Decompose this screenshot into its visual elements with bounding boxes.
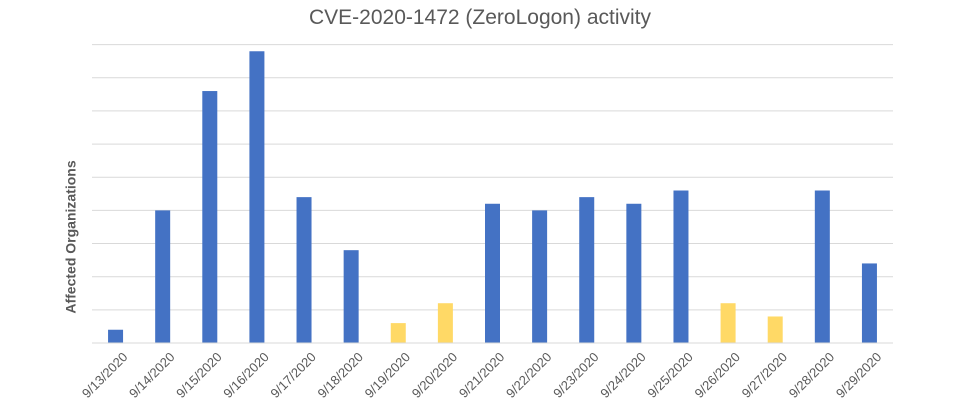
x-tick-label: 9/15/2020: [173, 349, 225, 401]
x-tick-label: 9/25/2020: [644, 349, 696, 401]
bar-9-14-2020: [155, 210, 171, 343]
bar-9-13-2020: [108, 329, 124, 343]
x-tick-label: 9/18/2020: [315, 349, 367, 401]
x-tick-label: 9/24/2020: [597, 349, 649, 401]
x-tick-label: 9/28/2020: [786, 349, 838, 401]
bar-9-20-2020: [437, 303, 453, 343]
x-tick-label: 9/21/2020: [456, 349, 508, 401]
x-tick-label: 9/14/2020: [126, 349, 178, 401]
bar-9-22-2020: [532, 210, 548, 343]
bar-9-23-2020: [579, 197, 595, 343]
bar-9-25-2020: [673, 190, 689, 343]
x-tick-label: 9/22/2020: [503, 349, 555, 401]
x-tick-label: 9/26/2020: [691, 349, 743, 401]
x-tick-label: 9/23/2020: [550, 349, 602, 401]
bars: [108, 51, 877, 344]
x-tick-labels: 9/13/20209/14/20209/15/20209/16/20209/17…: [79, 349, 884, 401]
bar-9-29-2020: [861, 263, 877, 343]
bar-9-26-2020: [720, 303, 736, 343]
x-tick-label: 9/17/2020: [267, 349, 319, 401]
bar-9-17-2020: [296, 197, 312, 343]
x-tick-label: 9/29/2020: [833, 349, 885, 401]
x-tick-label: 9/27/2020: [739, 349, 791, 401]
x-tick-label: 9/19/2020: [362, 349, 414, 401]
chart-title: CVE-2020-1472 (ZeroLogon) activity: [308, 6, 651, 29]
bar-9-24-2020: [626, 203, 642, 343]
bar-9-16-2020: [249, 51, 265, 344]
x-tick-label: 9/13/2020: [79, 349, 131, 401]
x-tick-label: 9/16/2020: [220, 349, 272, 401]
bar-9-18-2020: [343, 250, 359, 343]
x-tick-label: 9/20/2020: [409, 349, 461, 401]
bar-9-27-2020: [767, 316, 783, 343]
bar-9-28-2020: [814, 190, 830, 343]
bar-9-15-2020: [202, 91, 218, 343]
bar-9-21-2020: [485, 203, 500, 343]
bar-9-19-2020: [390, 323, 406, 343]
